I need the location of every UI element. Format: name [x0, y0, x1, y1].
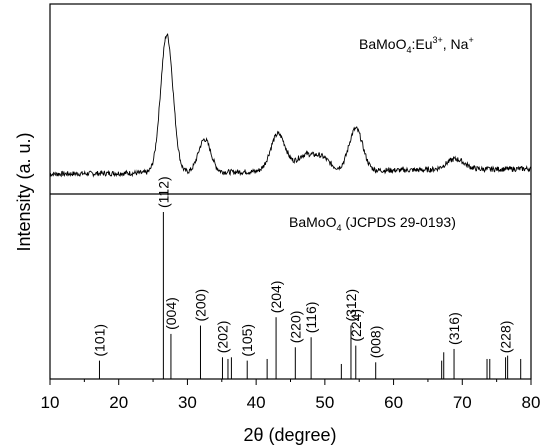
reference-line-label: (316): [446, 312, 462, 345]
reference-line-label: (112): [155, 176, 171, 208]
y-axis-label: Intensity (a. u.): [14, 132, 34, 251]
reference-line-label: (220): [287, 311, 303, 344]
reference-line-label: (105): [239, 324, 255, 357]
reference-line-label: (224): [348, 309, 364, 342]
reference-line-label: (202): [214, 321, 230, 354]
sample-label: BaMoO4:Eu3+, Na+: [359, 35, 474, 55]
reference-lines: [98, 212, 522, 379]
reference-line-label: (008): [368, 326, 384, 359]
bottom-panel: (101) (112) (004) (200) (202) (105) (204)(220)…: [91, 176, 522, 379]
reference-line-label: (204): [268, 281, 284, 314]
reference-line-label: (101): [91, 324, 107, 357]
x-tick-label: 30: [178, 393, 197, 412]
x-tick-label: 50: [315, 393, 334, 412]
x-axis-ticks: [49, 379, 532, 385]
top-panel: BaMoO4:Eu3+, Na+: [49, 33, 532, 178]
reference-labels: (101) (112) (004) (200) (202) (105) (204)(220)…: [91, 176, 513, 358]
reference-line-label: (004): [163, 297, 179, 330]
reference-line-label: (200): [192, 289, 208, 322]
reference-line-label: (312): [343, 289, 359, 322]
reference-label: BaMoO4 (JCPDS 29-0193): [289, 214, 456, 233]
x-tick-label: 40: [247, 393, 266, 412]
x-tick-label: 10: [41, 393, 60, 412]
xrd-pattern-line: [49, 33, 532, 178]
x-tick-label: 60: [384, 393, 403, 412]
x-tick-label: 80: [522, 393, 541, 412]
reference-line-label: (116): [303, 302, 319, 334]
x-axis-label: 2θ (degree): [243, 425, 336, 445]
x-tick-label: 20: [109, 393, 128, 412]
x-axis-tick-labels: 10 20 30 40 50 60 70 80: [41, 393, 541, 412]
x-tick-label: 70: [453, 393, 472, 412]
reference-line-label: (228): [498, 321, 514, 354]
